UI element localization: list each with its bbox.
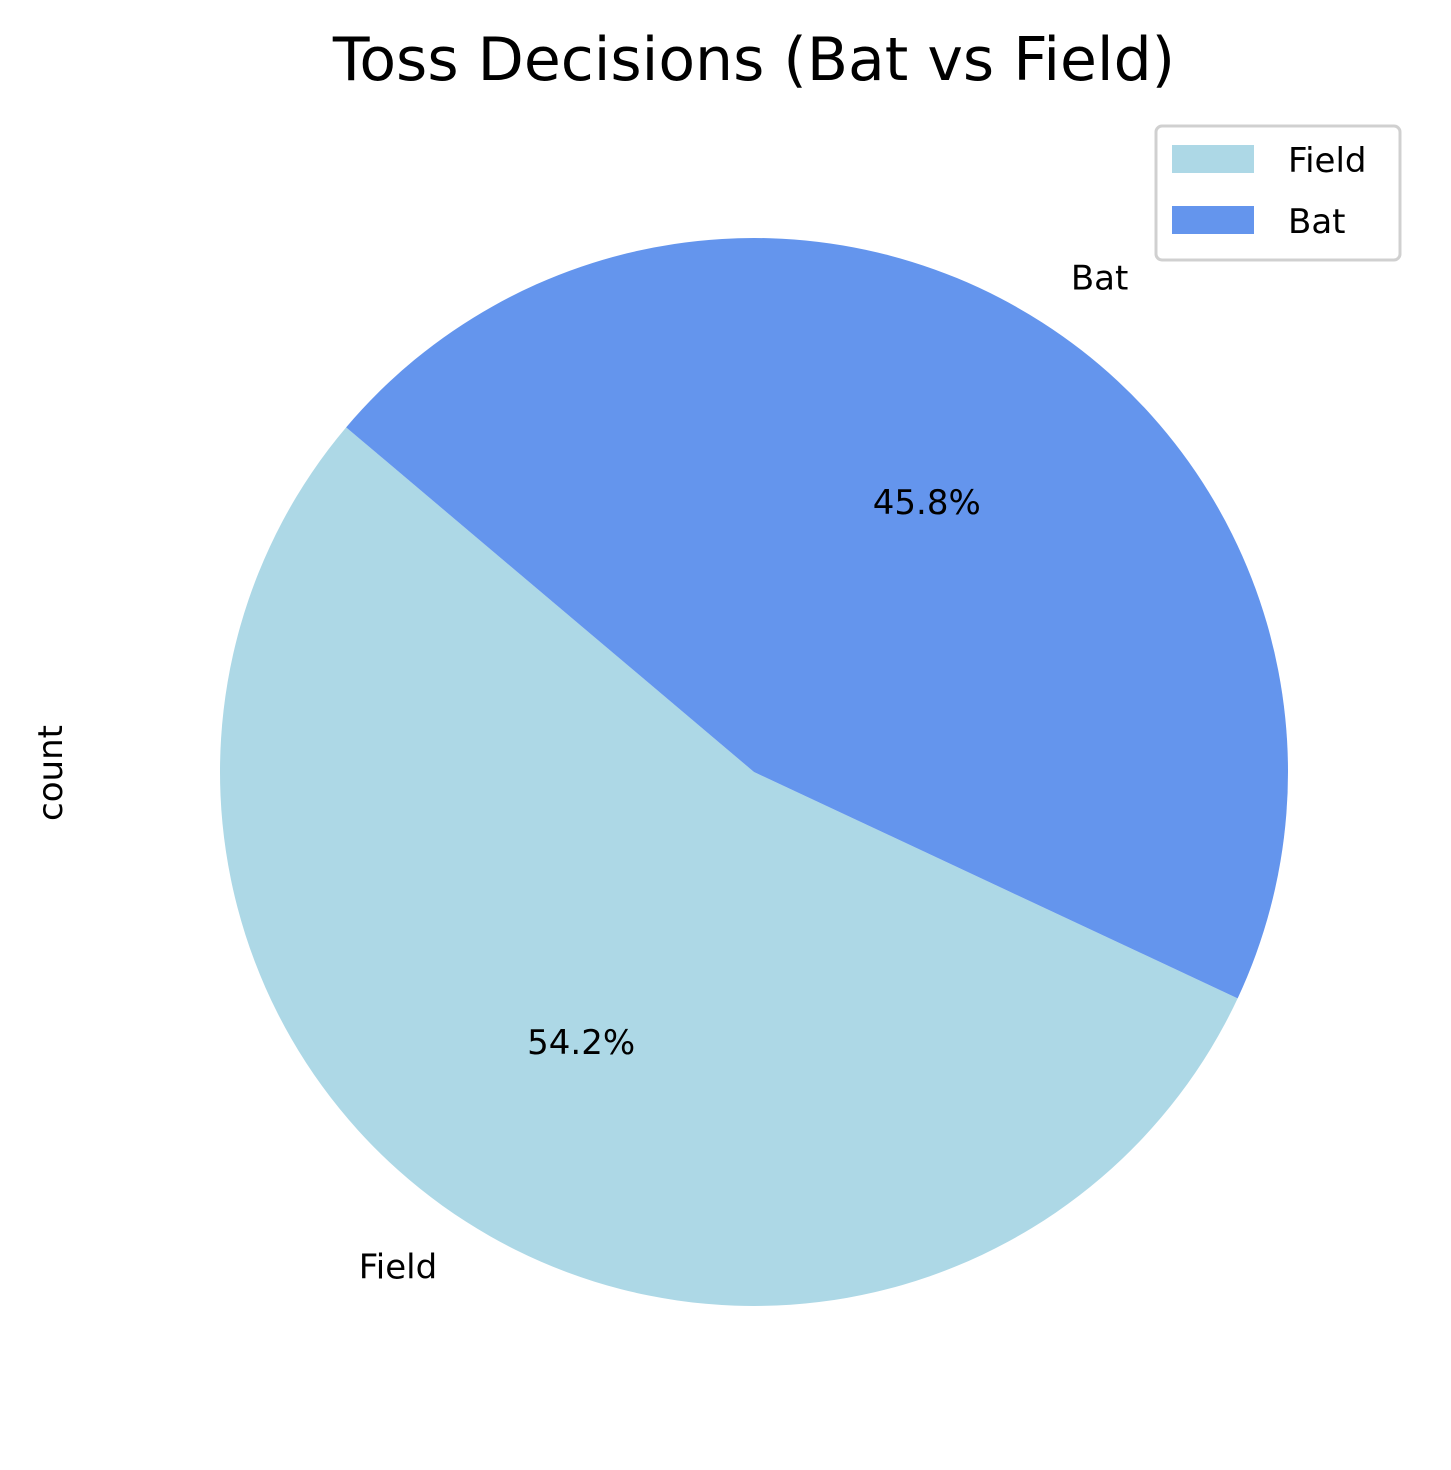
y-axis-label: count bbox=[31, 725, 71, 821]
pie-labels: Field 54.2% Bat 45.8% bbox=[359, 258, 1129, 1287]
legend-label-field: Field bbox=[1288, 141, 1366, 181]
slice-label-bat: Bat bbox=[1071, 258, 1129, 298]
pie-slice-field bbox=[220, 427, 1238, 1307]
percent-label-bat: 45.8% bbox=[873, 483, 981, 523]
legend-swatch-field bbox=[1172, 145, 1254, 173]
slice-label-field: Field bbox=[359, 1248, 437, 1288]
legend-swatch-bat bbox=[1172, 206, 1254, 234]
legend: Field Bat bbox=[1154, 124, 1402, 262]
percent-label-field: 54.2% bbox=[527, 1023, 635, 1063]
pie-slices bbox=[220, 237, 1289, 1307]
pie-slice-bat bbox=[346, 237, 1289, 999]
legend-label-bat: Bat bbox=[1288, 202, 1346, 242]
chart-title: Toss Decisions (Bat vs Field) bbox=[332, 25, 1175, 95]
